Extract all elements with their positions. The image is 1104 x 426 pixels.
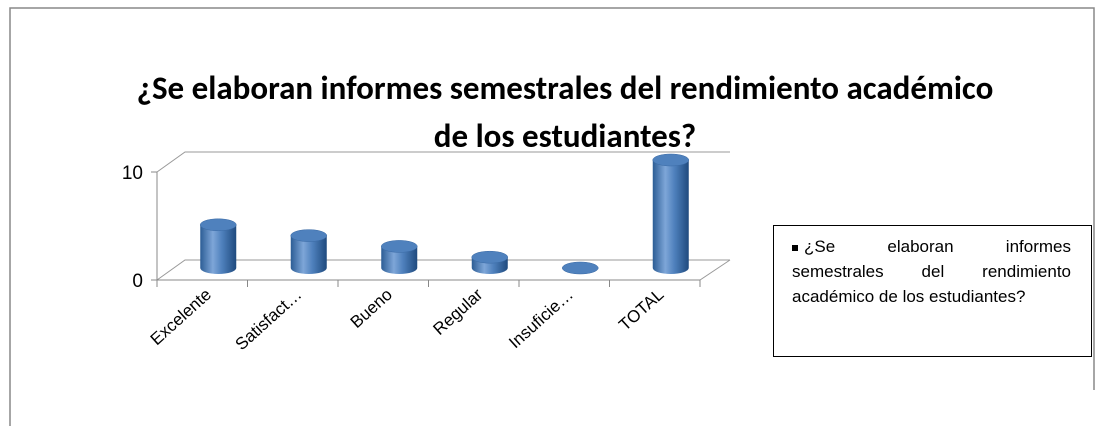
grid-line [156,259,730,281]
bar [200,218,237,274]
legend-marker [792,244,798,251]
bar-top [290,229,327,242]
grid-line [156,151,730,173]
x-tick-label: Regular [429,285,486,339]
floor [157,259,731,281]
x-tick-label: Bueno [347,285,396,332]
bar-body [200,224,237,274]
bar-top [562,261,599,275]
bar-top [471,250,508,264]
legend-label: ¿Se elaboran informes semestrales del re… [792,237,1071,306]
x-tick-label: TOTAL [615,285,667,335]
bar-top [381,240,418,253]
chart-border [9,7,1095,426]
x-tick-label: Excelente [147,285,215,349]
y-tick-label: 0 [132,271,143,292]
bar-body [652,160,689,274]
bar [562,261,599,275]
bar-body [381,246,418,274]
x-tick-label: Satisfact… [232,285,306,354]
y-tick-label: 10 [122,163,143,184]
bar [381,240,418,274]
bar-body [290,235,327,274]
bar-top [652,153,689,167]
bar-top [200,218,237,232]
x-tick-label: Insuficie… [505,285,577,352]
bar [471,250,508,274]
legend: ¿Se elaboran informes semestrales del re… [773,225,1092,357]
chart-title: ¿Se elaboran informes semestrales del re… [136,68,994,156]
bar [290,229,327,274]
bar [652,153,689,274]
